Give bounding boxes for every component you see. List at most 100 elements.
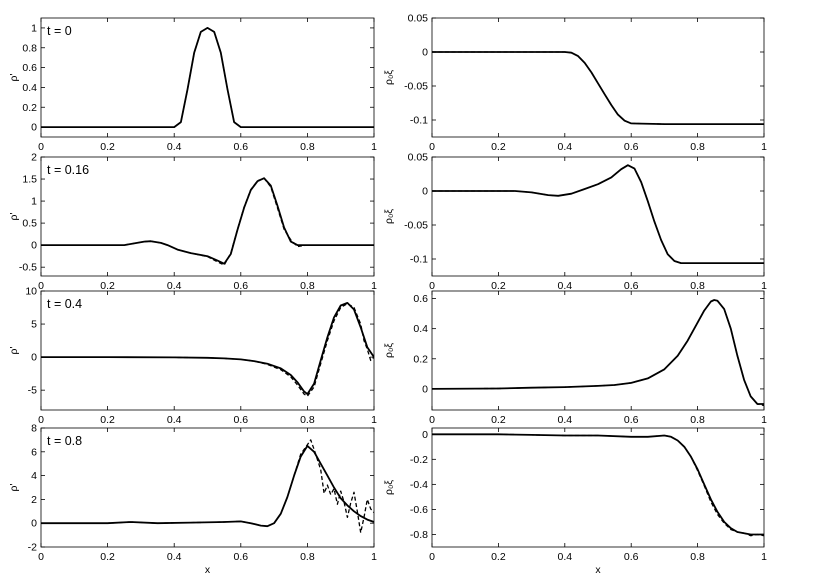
x-tick-label: 0.6: [233, 551, 248, 563]
y-tick-label: 1: [31, 196, 37, 208]
y-tick-label: 0.05: [408, 152, 429, 164]
y-axis-label: ρ': [8, 484, 20, 492]
x-tick-label: 0.6: [624, 414, 639, 426]
x-tick-label: 1: [761, 141, 767, 153]
x-tick-label: 0.8: [690, 280, 705, 292]
panel-1: 0 0.2 0.4 0.6 0.8 1 0 0.2 0.4 0.6 0.8 1 ρ' t = 0: [8, 17, 377, 153]
y-tick-label: 0: [31, 518, 37, 530]
axes-frame: [40, 17, 375, 138]
panel-3: 0 0.2 0.4 0.6 0.8 121.510.50-0.5ρ't = 0.16: [8, 152, 377, 293]
x-tick-label: 0.8: [300, 414, 315, 426]
x-tick-label: 0.4: [167, 551, 182, 563]
y-axis-label: ρ₀ξ: [383, 70, 395, 85]
y-tick-label: 1.5: [22, 174, 37, 186]
y-axis-label: ρ': [8, 347, 20, 355]
x-tick-label: 0.2: [491, 551, 506, 563]
x-tick-label: 0.4: [167, 280, 182, 292]
x-tick-label: 0: [429, 551, 435, 563]
y-tick-label: -0.1: [410, 115, 428, 127]
y-tick-label: -0.4: [410, 479, 428, 491]
y-axis-label: ρ₀ξ: [383, 343, 395, 358]
y-tick-label: -0.8: [410, 529, 428, 541]
y-axis-label: ρ': [8, 213, 20, 221]
y-tick-label: 0.4: [413, 323, 428, 335]
panel-time-label: t = 0: [47, 24, 72, 38]
x-tick-label: 0.6: [624, 280, 639, 292]
y-axis-label: ρ₀ξ: [383, 480, 395, 495]
y-tick-label: -0.2: [410, 454, 428, 466]
y-tick-label: 0.05: [408, 13, 429, 25]
axes-frame: [40, 427, 375, 548]
panel-2: 0 0.2 0.4 0.6 0.8 1 0.05 0 -0.05 -0.1 ρ₀ξ: [383, 13, 767, 154]
x-tick-label: 0.8: [300, 280, 315, 292]
y-tick-label: 5: [31, 319, 37, 331]
x-tick-label: 0.4: [167, 141, 182, 153]
x-tick-label: 0.6: [624, 551, 639, 563]
x-tick-label: 0.8: [300, 551, 315, 563]
axes-frame: [431, 156, 765, 277]
y-tick-label: 1: [31, 22, 37, 34]
x-tick-label: 0.6: [624, 141, 639, 153]
x-tick-label: 0.4: [557, 141, 572, 153]
dashed-series-line: [432, 164, 764, 264]
x-tick-label: 0.8: [690, 141, 705, 153]
y-tick-label: 0.5: [22, 218, 37, 230]
y-axis-label: ρ₀ξ: [383, 209, 395, 224]
y-tick-label: 0.8: [22, 42, 37, 54]
y-tick-label: 0: [31, 352, 37, 364]
x-tick-label: 0.2: [491, 280, 506, 292]
y-tick-label: 0.2: [22, 102, 37, 114]
axes-frame: [431, 290, 765, 411]
y-tick-label: 0.6: [413, 293, 428, 305]
y-tick-label: 0: [422, 47, 428, 59]
y-tick-label: 0.4: [22, 82, 37, 94]
x-tick-label: 0.4: [557, 551, 572, 563]
y-axis-label: ρ': [8, 74, 20, 82]
y-tick-label: -2: [28, 542, 37, 554]
y-tick-label: 0: [31, 122, 37, 134]
x-tick-label: 0.4: [557, 414, 572, 426]
panel-time-label: t = 0.8: [47, 434, 82, 448]
y-tick-label: 0.2: [413, 353, 428, 365]
y-tick-label: 0: [422, 383, 428, 395]
axes-frame: [40, 156, 375, 277]
x-tick-label: 0: [38, 551, 44, 563]
x-tick-label: 0: [429, 280, 435, 292]
x-tick-label: 0: [429, 414, 435, 426]
x-tick-label: 0: [38, 141, 44, 153]
axes-frame: [40, 290, 375, 411]
x-tick-label: 1: [371, 414, 377, 426]
x-axis-label: x: [205, 564, 211, 576]
x-tick-label: 0.2: [100, 551, 115, 563]
dashed-series-line: [432, 51, 764, 125]
x-tick-label: 1: [371, 141, 377, 153]
x-tick-label: 0.2: [491, 141, 506, 153]
axes-frame: [431, 427, 765, 548]
y-tick-label: -0.6: [410, 504, 428, 516]
panel-4: 0 0.2 0.4 0.6 0.8 1 0.05 0 -0.05 -0.1 ρ₀ξ: [383, 152, 767, 293]
x-tick-label: 0.2: [491, 414, 506, 426]
panel-time-label: t = 0.16: [47, 163, 89, 177]
y-tick-label: -5: [28, 385, 37, 397]
y-tick-label: 0.6: [22, 62, 37, 74]
y-tick-label: 8: [31, 423, 37, 435]
x-tick-label: 1: [761, 414, 767, 426]
x-tick-label: 0.6: [233, 280, 248, 292]
x-tick-label: 0.4: [167, 414, 182, 426]
axes-frame: [431, 17, 765, 138]
x-tick-label: 0: [429, 141, 435, 153]
x-tick-label: 0.6: [233, 141, 248, 153]
y-tick-label: -0.5: [19, 262, 37, 274]
y-tick-label: 2: [31, 152, 37, 164]
y-tick-label: 10: [25, 286, 37, 298]
y-tick-label: 2: [31, 494, 37, 506]
x-tick-label: 0.2: [100, 414, 115, 426]
dashed-series-line: [41, 302, 374, 397]
y-tick-label: 6: [31, 446, 37, 458]
y-tick-label: 4: [31, 470, 37, 482]
y-tick-label: 0: [422, 186, 428, 198]
x-tick-label: 0.6: [233, 414, 248, 426]
x-tick-label: 0.8: [690, 551, 705, 563]
x-tick-label: 0.8: [300, 141, 315, 153]
